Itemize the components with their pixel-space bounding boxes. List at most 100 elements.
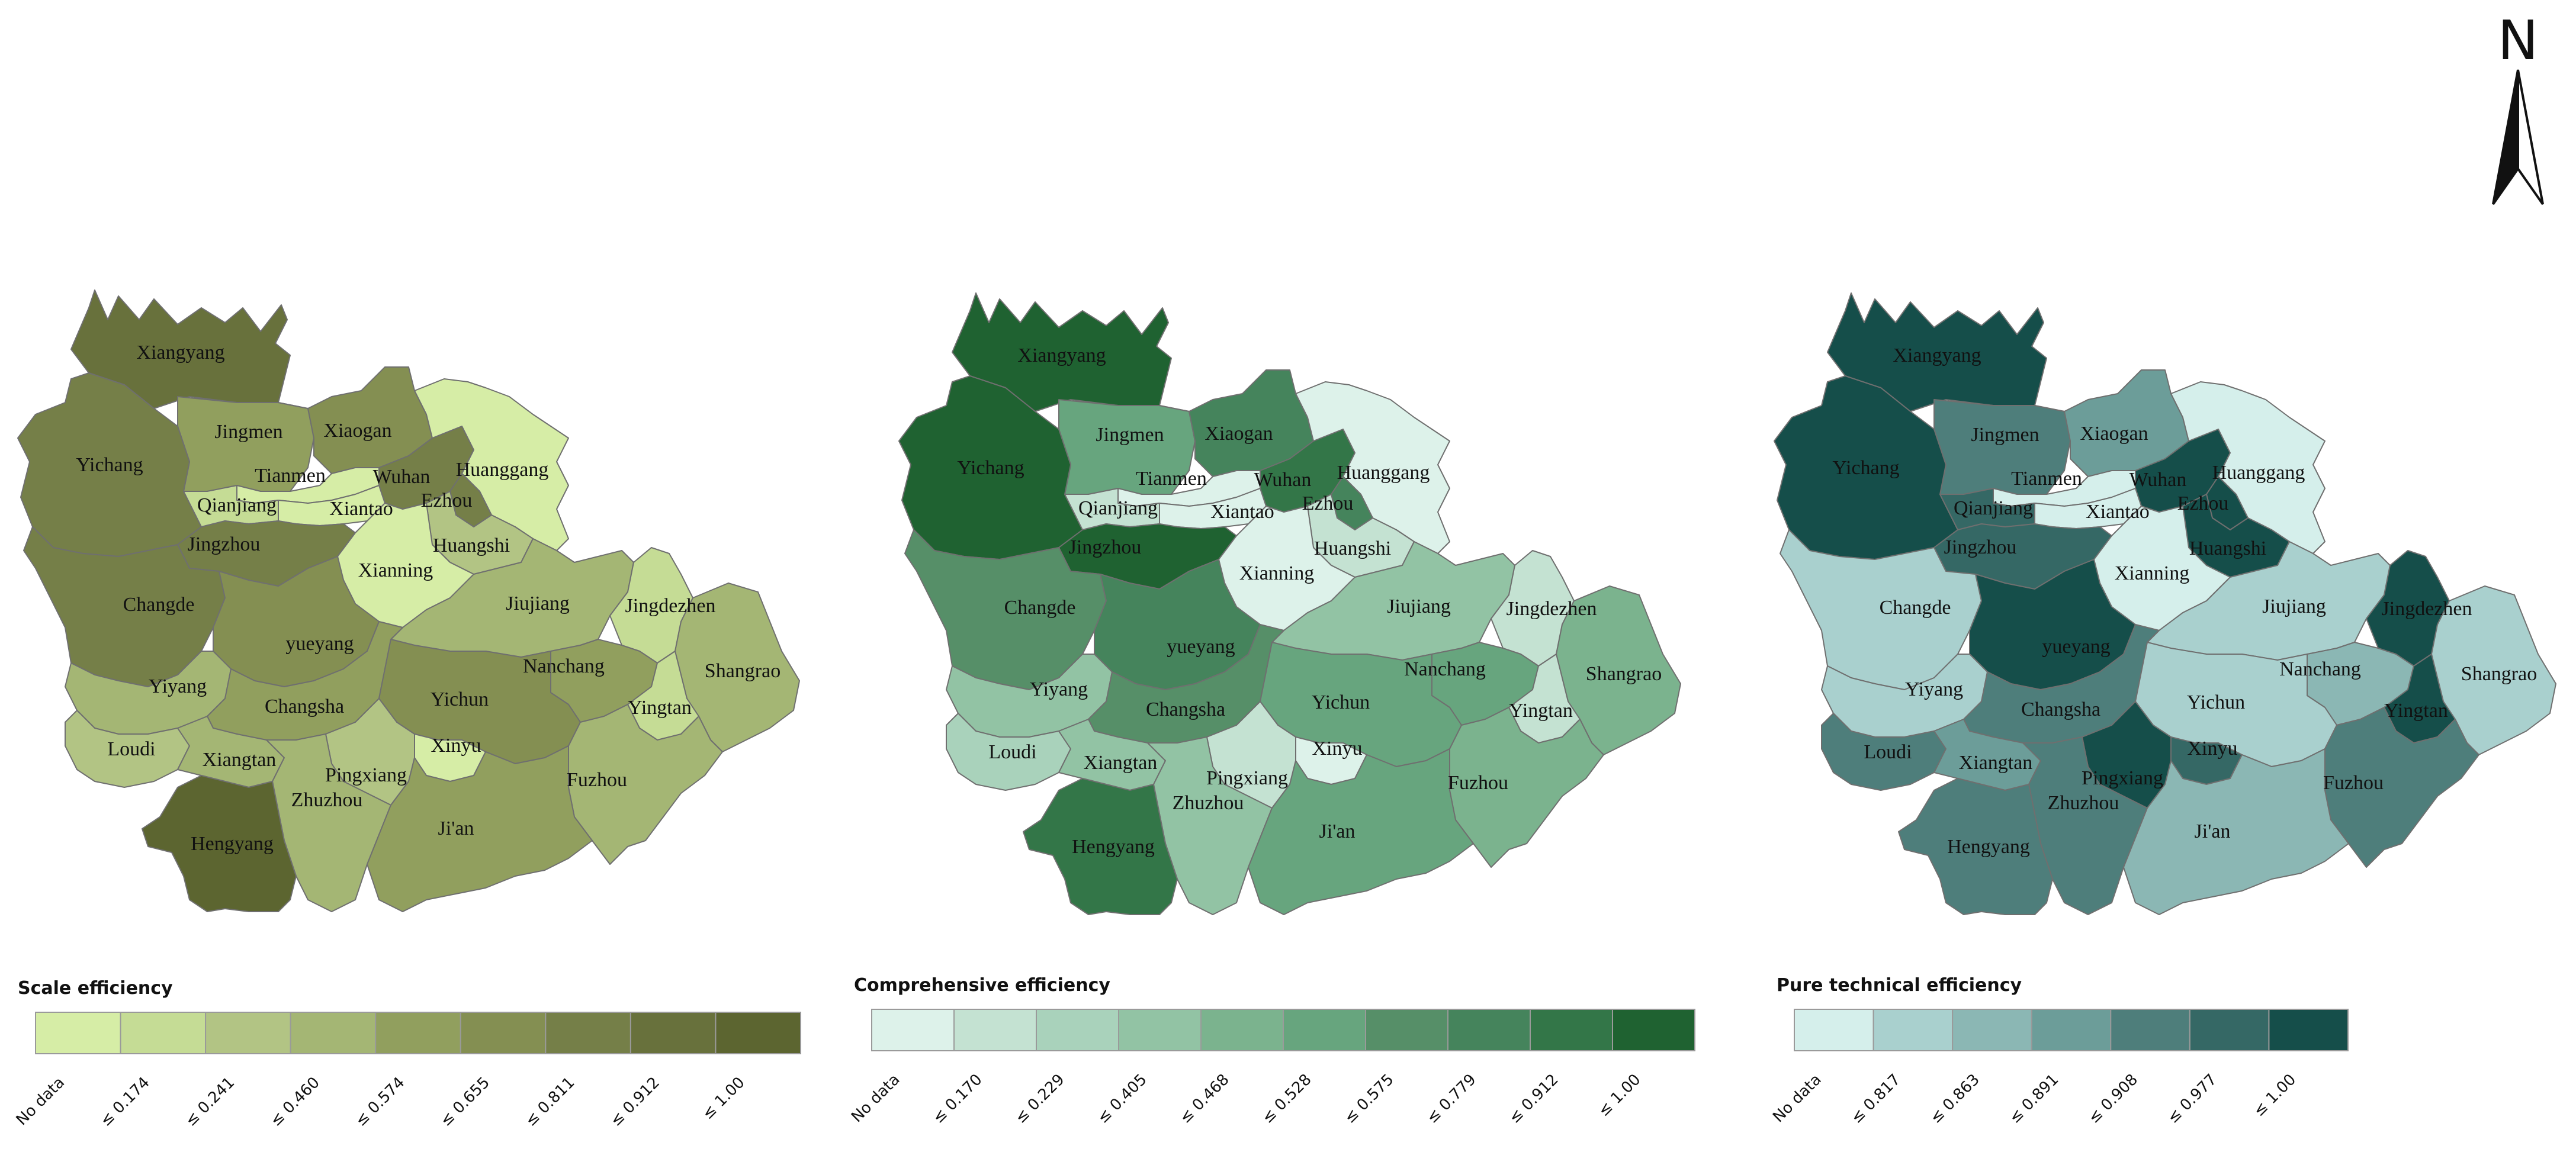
comprehensive-efficiency-legend: Comprehensive efficiency No data ≤ 0.170 ≤ … (848, 975, 1695, 1127)
legend-label: ≤ 0.460 (267, 1074, 323, 1130)
legend-swatch (460, 1012, 547, 1054)
legend-swatch (1794, 1009, 1874, 1051)
region-fuzhou (1449, 707, 1604, 868)
city-label-jiujiang: Jiujiang (506, 593, 570, 614)
city-label-zhuzhou: Zhuzhou (291, 789, 363, 811)
city-label-loudi: Loudi (107, 738, 155, 760)
city-label-pingxiang: Pingxiang (325, 764, 407, 786)
city-label-qianjiang: Qianjiang (1954, 497, 2033, 519)
legend-swatch (1283, 1009, 1366, 1051)
legend-swatch (1365, 1009, 1448, 1051)
legend-label: ≤ 0.574 (352, 1074, 408, 1130)
region-fuzhou (568, 704, 723, 865)
city-label-yichang: Yichang (1832, 457, 1899, 479)
city-label-changsha: Changsha (265, 696, 344, 717)
city-label-wuhan: Wuhan (1254, 469, 1312, 491)
city-label-qianjiang: Qianjiang (197, 494, 277, 516)
legend-swatch (290, 1012, 377, 1054)
pure-technical-efficiency-map: Xiangyang Jingmen Xiaogan Yichang Tianmen Wuh… (1774, 292, 2556, 915)
city-label-shangrao: Shangrao (1586, 663, 1662, 685)
city-label-zhuzhou: Zhuzhou (1173, 792, 1244, 814)
legend-label: ≤ 0.174 (97, 1074, 153, 1130)
city-label-jingzhou: Jingzhou (188, 533, 261, 555)
city-label-loudi: Loudi (1864, 741, 1912, 763)
scale-efficiency-legend: Scale efficiency No data ≤ 0.174 ≤ 0.241 ≤ 0… (13, 978, 802, 1130)
north-arrow-right-half (2517, 69, 2544, 205)
city-label-pingxiang: Pingxiang (1206, 767, 1288, 789)
legend-label: ≤ 0.891 (2006, 1071, 2062, 1127)
city-label-xiantao: Xiantao (2086, 501, 2150, 523)
city-label-nanchang: Nanchang (1404, 658, 1486, 680)
city-label-yueyang: yueyang (1167, 636, 1235, 658)
legend-label: ≤ 0.241 (182, 1074, 238, 1130)
legend-swatch (375, 1012, 461, 1054)
city-label-huangshi: Huangshi (433, 535, 510, 556)
city-label-huangshi: Huangshi (1314, 538, 1391, 559)
city-label-hengyang: Hengyang (1072, 836, 1155, 858)
city-label-xiaogan: Xiaogan (1205, 423, 1273, 445)
city-label-tianmen: Tianmen (1136, 468, 1207, 490)
legend-label: ≤ 0.405 (1094, 1071, 1151, 1127)
legend-swatch (120, 1012, 207, 1054)
legend-label: ≤ 0.977 (2164, 1071, 2220, 1127)
city-label-jingdezhen: Jingdezhen (1507, 598, 1597, 620)
city-label-yingtan: Yingtan (628, 697, 692, 719)
region-huanggang (2170, 381, 2326, 554)
legend-label: ≤ 0.912 (1506, 1071, 1562, 1127)
city-label-zhuzhou: Zhuzhou (2048, 792, 2119, 814)
city-label-xianning: Xianning (2115, 562, 2190, 584)
north-arrow-icon: N (2492, 9, 2544, 205)
city-label-fuzhou: Fuzhou (1448, 772, 1508, 794)
legend-swatch (1872, 1009, 1954, 1051)
city-label-xiaogan: Xiaogan (323, 420, 391, 442)
legend-title: Comprehensive efficiency (854, 975, 1110, 996)
city-label-loudi: Loudi (988, 741, 1036, 763)
city-label-jiujiang: Jiujiang (2262, 596, 2326, 617)
city-label-changsha: Changsha (1146, 699, 1225, 720)
city-label-yueyang: yueyang (2042, 636, 2110, 658)
legend-swatch (1036, 1009, 1119, 1051)
region-hengyang (1898, 778, 2053, 915)
city-label-shangrao: Shangrao (705, 660, 780, 682)
legend-label: No data (13, 1074, 68, 1129)
city-label-changde: Changde (1004, 597, 1076, 619)
legend-swatch (545, 1012, 631, 1054)
city-label-huanggang: Huanggang (456, 459, 549, 481)
region-huanggang (414, 378, 569, 551)
legend-label: ≤ 0.468 (1177, 1071, 1233, 1127)
legend-swatch (205, 1012, 291, 1054)
city-label-changde: Changde (123, 594, 195, 616)
legend-title: Pure technical efficiency (1777, 975, 2022, 996)
city-label-yichun: Yichun (431, 688, 489, 710)
city-label-yichang: Yichang (76, 454, 143, 476)
city-label-xiangyang: Xiangyang (136, 342, 224, 363)
legend-swatch (629, 1012, 717, 1054)
north-arrow-letter: N (2498, 9, 2539, 72)
region-ji-an (2123, 748, 2349, 915)
city-label-yingtan: Yingtan (2384, 700, 2448, 722)
city-label-jingmen: Jingmen (1096, 424, 1164, 446)
city-label-yichun: Yichun (2187, 691, 2245, 713)
city-label-jingdezhen: Jingdezhen (2382, 598, 2472, 620)
city-label-xiangyang: Xiangyang (1893, 345, 1981, 366)
city-label-yichun: Yichun (1312, 691, 1370, 713)
legend-swatch (1530, 1009, 1613, 1051)
city-label-shangrao: Shangrao (2461, 663, 2537, 685)
city-label-ezhou: Ezhou (1302, 493, 1354, 514)
city-label-yichang: Yichang (957, 457, 1024, 479)
legend-label: ≤ 0.817 (1848, 1071, 1904, 1127)
city-label-yiyang: Yiyang (1905, 678, 1963, 700)
city-label-huangshi: Huangshi (2189, 538, 2266, 559)
city-label-changde: Changde (1880, 597, 1951, 619)
legend-label: ≤ 0.811 (522, 1074, 578, 1130)
city-label-xiangtan: Xiangtan (1959, 752, 2033, 774)
region-hengyang (142, 775, 297, 912)
legend-swatch (1118, 1009, 1202, 1051)
legend-label: ≤ 0.170 (930, 1071, 986, 1127)
city-label-yiyang: Yiyang (1030, 678, 1088, 700)
city-label-ezhou: Ezhou (2177, 493, 2229, 514)
region-ji-an (367, 745, 593, 912)
north-arrow-left-half (2492, 69, 2519, 205)
region-ji-an (1248, 748, 1474, 915)
